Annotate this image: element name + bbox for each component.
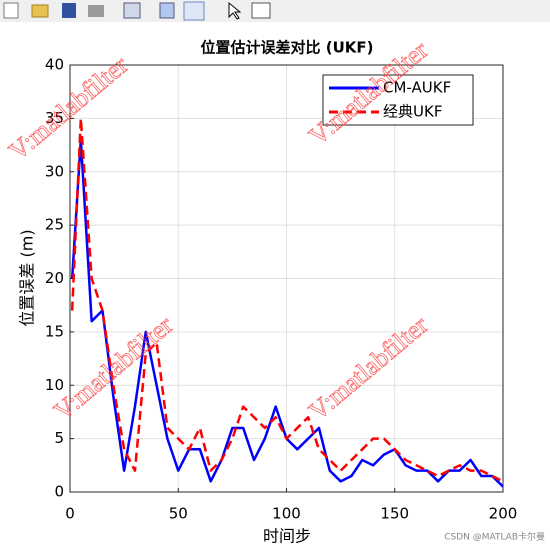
x-tick-label: 0	[65, 505, 75, 523]
toolbar	[0, 0, 550, 22]
icon[interactable]	[183, 1, 205, 21]
legend-label: CM-AUKF	[383, 79, 451, 97]
y-tick-label: 25	[45, 216, 64, 234]
y-tick-label: 35	[45, 109, 64, 127]
y-tick-label: 0	[54, 483, 64, 501]
x-tick-label: 200	[489, 505, 518, 523]
icon[interactable]	[88, 5, 104, 17]
x-tick-label: 50	[169, 505, 188, 523]
credit: CSDN @MATLAB卡尔曼	[444, 531, 545, 543]
icon[interactable]	[251, 2, 271, 19]
icon[interactable]	[31, 4, 49, 18]
y-tick-label: 20	[45, 269, 64, 287]
icon[interactable]	[159, 2, 175, 19]
x-tick-label: 150	[380, 505, 409, 523]
icon[interactable]	[3, 2, 19, 19]
icon[interactable]	[123, 2, 141, 19]
y-tick-label: 40	[45, 56, 64, 74]
icon[interactable]	[228, 1, 242, 20]
legend-label: 经典UKF	[383, 103, 442, 121]
toolbar-bg	[0, 0, 550, 22]
series-line	[70, 117, 503, 483]
y-tick-label: 5	[54, 429, 64, 447]
icon[interactable]	[62, 3, 76, 18]
y-tick-label: 30	[45, 162, 64, 180]
chart-title: 位置估计误差对比 (UKF)	[201, 39, 374, 57]
y-axis-label: 位置误差 (m)	[18, 229, 37, 326]
y-tick-label: 15	[45, 322, 64, 340]
legend-box	[322, 74, 474, 126]
y-tick-label: 10	[45, 376, 64, 394]
axes-box	[69, 64, 504, 493]
x-axis-label: 时间步	[263, 527, 311, 546]
x-tick-label: 100	[272, 505, 301, 523]
